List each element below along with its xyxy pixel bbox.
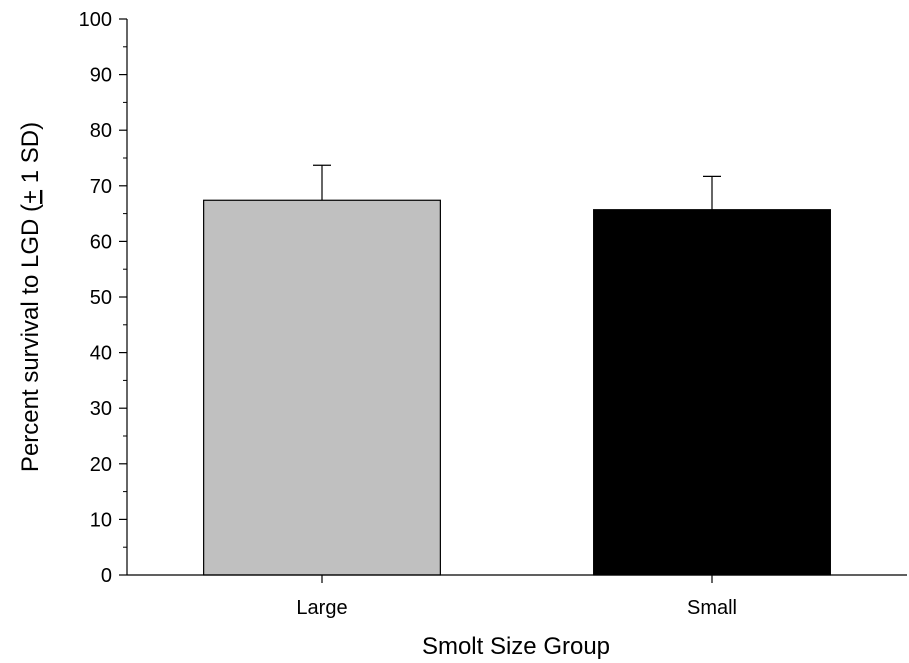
y-tick-label: 0 xyxy=(101,565,112,587)
y-tick-label: 100 xyxy=(79,9,112,31)
x-tick-label-small: Small xyxy=(687,597,737,619)
y-tick-label: 90 xyxy=(90,65,112,87)
y-tick-label: 10 xyxy=(90,509,112,531)
plus-minus-symbol: + xyxy=(17,190,44,204)
bar-small xyxy=(593,209,831,576)
y-tick-label: 50 xyxy=(90,287,112,309)
y-tick-label: 80 xyxy=(90,120,112,142)
y-tick-label: 40 xyxy=(90,343,112,365)
x-ticks-group: Large Small xyxy=(296,575,737,619)
y-tick-label: 20 xyxy=(90,454,112,476)
y-axis-title-prefix: Percent survival to LGD ( xyxy=(17,204,44,472)
y-axis-title-suffix: 1 SD) xyxy=(17,122,44,190)
bar-large xyxy=(203,199,441,576)
y-tick-label: 70 xyxy=(90,176,112,198)
y-axis-title: Percent survival to LGD (+ 1 SD) xyxy=(17,122,44,472)
error-bars-group xyxy=(313,164,721,210)
y-ticks-group: 0 10 20 30 40 50 60 70 80 90 100 xyxy=(79,9,127,587)
x-axis-title: Smolt Size Group xyxy=(422,633,610,660)
y-tick-label: 60 xyxy=(90,231,112,253)
x-tick-label-large: Large xyxy=(296,597,347,619)
bars-group xyxy=(203,199,831,576)
y-tick-label: 30 xyxy=(90,398,112,420)
